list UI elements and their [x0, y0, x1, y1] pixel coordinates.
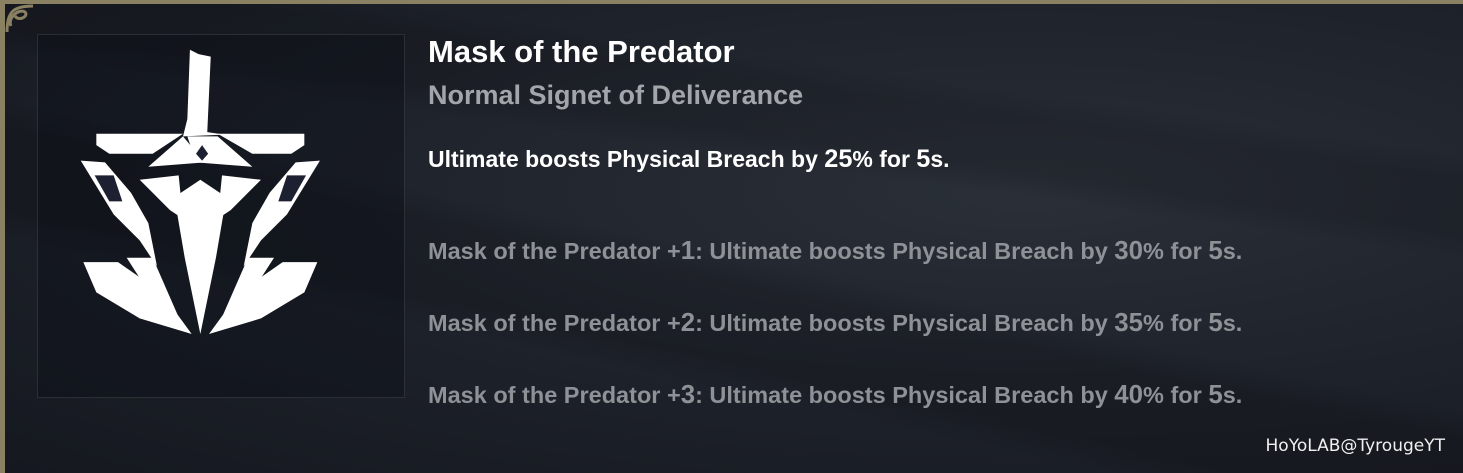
level-duration: 5	[1208, 381, 1223, 409]
effect-value: 25	[824, 145, 853, 173]
level-text: s.	[1222, 310, 1243, 336]
level-name: Mask of the Predator +	[428, 310, 681, 336]
level-number: 2	[680, 309, 696, 337]
level-value: 30	[1114, 237, 1144, 265]
level-effect-1: Mask of the Predator +1: Ultimate boosts…	[428, 237, 1242, 266]
level-text: % for	[1143, 238, 1209, 264]
level-text: : Ultimate boosts Physical Breach by	[695, 238, 1115, 264]
predator-mask-emblem-icon	[80, 49, 320, 334]
level-text: : Ultimate boosts Physical Breach by	[695, 310, 1115, 336]
level-effect-2: Mask of the Predator +2: Ultimate boosts…	[428, 309, 1242, 338]
effect-duration: 5	[916, 145, 931, 173]
signet-type: Normal Signet of Deliverance	[428, 80, 804, 110]
level-value: 35	[1114, 309, 1144, 337]
level-duration: 5	[1208, 237, 1223, 265]
effect-text: Ultimate boosts Physical Breach by	[428, 146, 825, 172]
signet-name: Mask of the Predator	[428, 34, 735, 69]
ornament-corner-icon	[5, 4, 34, 33]
level-text: s.	[1222, 238, 1243, 264]
effect-text: % for	[852, 146, 917, 172]
level-duration: 5	[1208, 309, 1223, 337]
level-text: : Ultimate boosts Physical Breach by	[695, 382, 1115, 408]
level-text: s.	[1222, 382, 1243, 408]
signet-icon-frame	[37, 34, 405, 398]
level-effect-3: Mask of the Predator +3: Ultimate boosts…	[428, 381, 1242, 410]
level-number: 3	[680, 381, 696, 409]
effect-text: s.	[930, 146, 950, 172]
level-number: 1	[680, 237, 696, 265]
signet-effect: Ultimate boosts Physical Breach by 25% f…	[428, 145, 950, 174]
level-value: 40	[1114, 381, 1144, 409]
level-name: Mask of the Predator +	[428, 238, 681, 264]
level-name: Mask of the Predator +	[428, 382, 681, 408]
watermark: HoYoLAB@TyrougeYT	[1265, 436, 1445, 456]
level-text: % for	[1143, 310, 1209, 336]
level-text: % for	[1143, 382, 1209, 408]
